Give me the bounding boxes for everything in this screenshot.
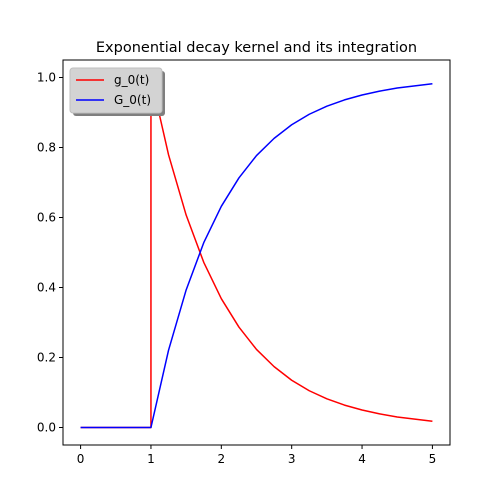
y-tick-label: 0.8 — [37, 141, 56, 155]
plot-frame — [62, 59, 451, 446]
y-tick-label: 0.4 — [37, 281, 56, 295]
y-tick-label: 0.0 — [37, 421, 56, 435]
x-tick-label: 3 — [288, 452, 296, 466]
x-tick-label: 5 — [429, 452, 437, 466]
y-tick-label: 0.2 — [37, 351, 56, 365]
plot-area — [63, 60, 450, 445]
y-tick-label: 1.0 — [37, 71, 56, 85]
legend-label-1: G_0(t) — [114, 93, 151, 107]
chart-title: Exponential decay kernel and its integra… — [96, 40, 417, 56]
series-line-1 — [80, 83, 433, 429]
x-tick-label: 4 — [358, 452, 366, 466]
x-tick-label: 2 — [217, 452, 225, 466]
x-axis: 0 1 2 3 4 5 — [77, 445, 436, 466]
legend-label-0: g_0(t) — [114, 73, 149, 87]
x-tick-label: 1 — [147, 452, 155, 466]
y-tick-label: 0.6 — [37, 211, 56, 225]
series-layer — [80, 76, 433, 429]
legend: g_0(t) G_0(t) — [69, 67, 165, 116]
y-axis: 0.0 0.2 0.4 0.6 0.8 1.0 — [37, 71, 63, 435]
x-tick-label: 0 — [77, 452, 85, 466]
series-line-0 — [80, 76, 433, 429]
